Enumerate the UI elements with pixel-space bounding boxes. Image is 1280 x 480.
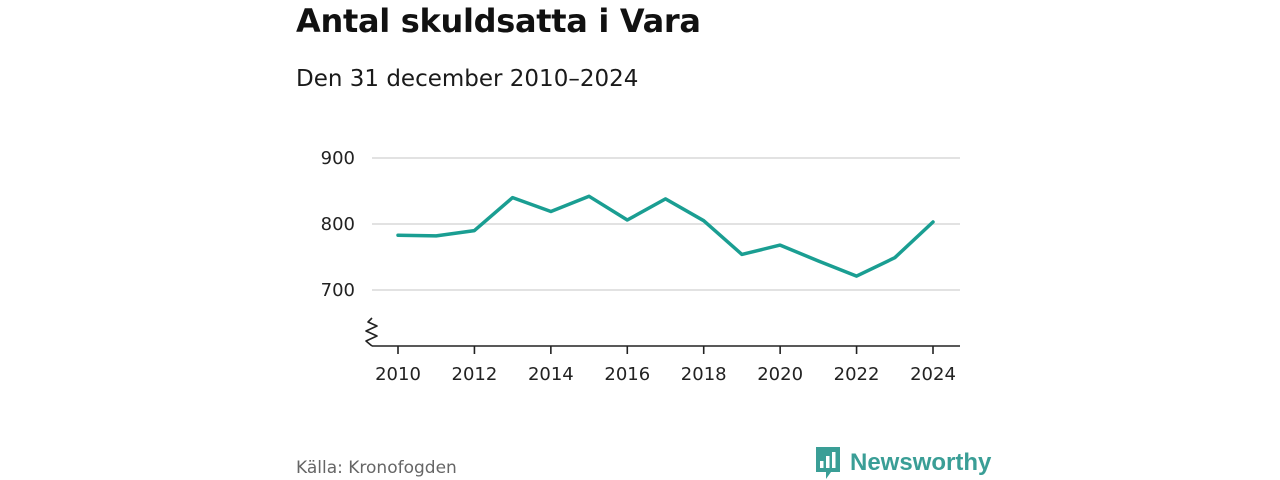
brand-name: Newsworthy [850, 449, 992, 476]
brand-logo[interactable]: Newsworthy [814, 446, 991, 480]
x-tick-label-2016: 2016 [604, 364, 650, 385]
series-group [396, 194, 935, 278]
x-tick-label-2014: 2014 [528, 364, 574, 385]
y-tick-label-700: 700 [321, 280, 355, 301]
x-axis-ticks: 2010 2012 2014 2016 2018 2020 2022 2024 [375, 346, 956, 385]
x-tick-label-2020: 2020 [757, 364, 803, 385]
y-axis-ticks: 700 800 900 [321, 148, 355, 301]
x-tick-label-2022: 2022 [834, 364, 880, 385]
axis-break-icon [365, 317, 378, 347]
x-tick-label-2010: 2010 [375, 364, 421, 385]
series-line-0 [396, 194, 935, 278]
gridlines [372, 157, 960, 291]
chart-title: Antal skuldsatta i Vara [296, 2, 701, 40]
x-axis [365, 317, 960, 347]
chart-subtitle: Den 31 december 2010–2024 [296, 66, 639, 92]
x-tick-label-2012: 2012 [452, 364, 498, 385]
y-tick-label-800: 800 [321, 214, 355, 235]
source-label: Källa: Kronofogden [296, 458, 457, 478]
newsworthy-logo-icon [816, 447, 840, 479]
x-tick-label-2018: 2018 [681, 364, 727, 385]
x-tick-label-2024: 2024 [910, 364, 956, 385]
y-tick-label-900: 900 [321, 148, 355, 169]
